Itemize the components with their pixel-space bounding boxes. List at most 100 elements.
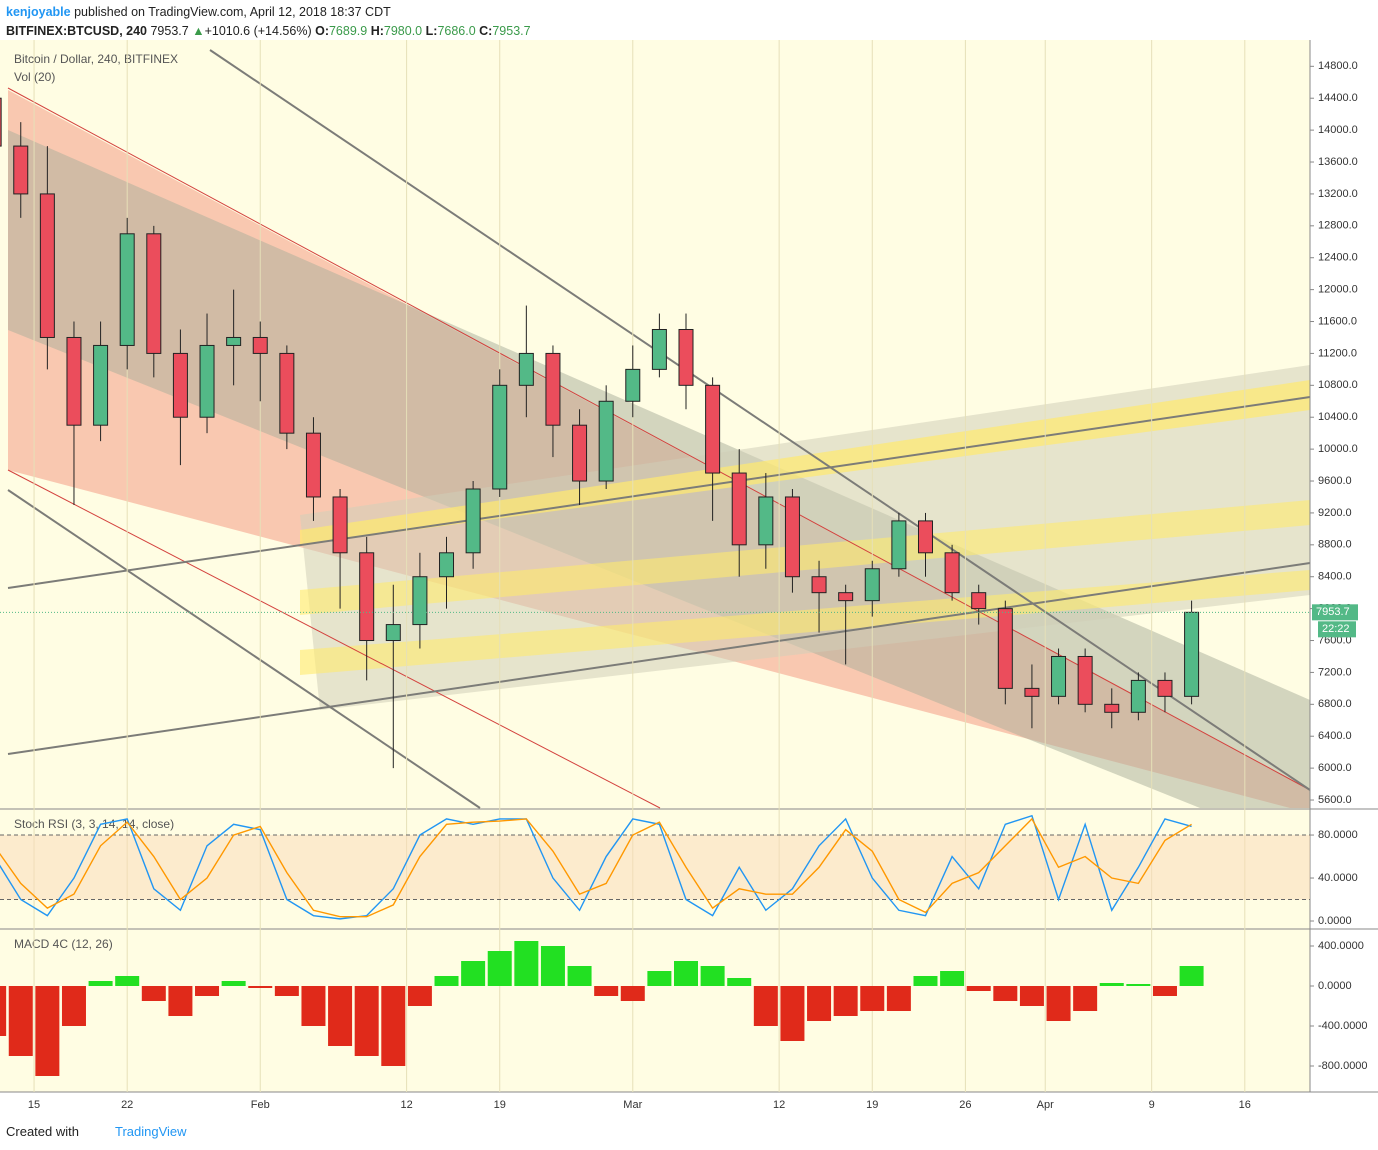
price-box: [1312, 604, 1358, 621]
y-tick-label: 80.0000: [1318, 829, 1358, 841]
y-tick-label: 9200.0: [1318, 507, 1352, 519]
candle-body: [811, 576, 827, 594]
y-tick-label: 8800.0: [1318, 539, 1352, 551]
x-tick-label: 16: [1239, 1099, 1251, 1111]
y-tick-label: 7200.0: [1318, 666, 1352, 678]
pane-title: MACD 4C (12, 26): [14, 937, 113, 951]
candle-body: [439, 552, 455, 578]
macd-bar: [221, 981, 246, 986]
x-tick-label: Mar: [623, 1099, 642, 1111]
y-tick-label: 40.0000: [1318, 872, 1358, 884]
y-tick-label: 0.0000: [1318, 980, 1352, 992]
x-tick-label: 9: [1149, 1099, 1155, 1111]
y-tick-label: 10000.0: [1318, 443, 1358, 455]
x-tick-label: 12: [400, 1099, 412, 1111]
macd-bar: [940, 971, 965, 986]
price-label: 7953.7: [1316, 606, 1350, 618]
low: 7686.0: [437, 24, 476, 38]
candle-body: [199, 344, 215, 418]
macd-bar: [1073, 986, 1098, 1011]
y-tick-label: 14400.0: [1318, 92, 1358, 104]
o-label: O:: [315, 24, 329, 38]
candle-body: [1077, 655, 1093, 705]
brand[interactable]: TradingView: [114, 1124, 187, 1139]
candle-body: [279, 352, 295, 434]
candle-body: [838, 592, 854, 602]
yellow-band: [300, 570, 1310, 675]
candle-body: [1130, 679, 1146, 713]
y-tick-label: 6800.0: [1318, 698, 1352, 710]
y-tick-label: 12800.0: [1318, 220, 1358, 232]
macd-bar: [620, 986, 645, 1001]
high: 7980.0: [383, 24, 423, 38]
y-tick-label: 6400.0: [1318, 730, 1352, 742]
candle-body: [0, 97, 2, 147]
candle-body: [572, 424, 588, 482]
y-tick-label: -800.0000: [1318, 1060, 1368, 1072]
candle-body: [864, 568, 880, 602]
macd-bar: [328, 986, 353, 1046]
candle-body: [13, 145, 29, 195]
macd-bar: [274, 986, 299, 996]
yellow-band: [300, 500, 1310, 615]
macd-bar: [195, 986, 220, 996]
y-tick-label: 400.0000: [1318, 940, 1364, 952]
candle-body: [1184, 611, 1200, 697]
macd-bar: [61, 986, 86, 1026]
red-line: [7, 87, 1311, 791]
candle-body: [705, 384, 721, 474]
x-tick-label: 26: [959, 1099, 971, 1111]
macd-bar: [1126, 984, 1151, 986]
candle-body: [1157, 679, 1173, 697]
macd-bar: [1099, 983, 1124, 986]
macd-bar: [354, 986, 379, 1056]
pane-title: Stoch RSI (3, 3, 14, 14, close): [14, 817, 174, 831]
y-tick-label: -400.0000: [1318, 1020, 1368, 1032]
macd-bar: [886, 986, 911, 1011]
y-tick-label: 11200.0: [1318, 347, 1357, 359]
candle-body: [39, 193, 55, 338]
macd-bar: [514, 941, 539, 986]
red-line: [7, 469, 661, 809]
macd-bar: [88, 981, 113, 986]
macd-bar: [461, 961, 486, 986]
macd-bar: [434, 976, 459, 986]
macd-bar: [1019, 986, 1044, 1006]
grey-up-channel: [300, 365, 1310, 710]
y-tick-label: 12000.0: [1318, 284, 1358, 296]
y-tick-label: 10400.0: [1318, 411, 1358, 423]
candle-body: [252, 336, 268, 354]
grey-channel: [8, 130, 1310, 808]
macd-bar: [35, 986, 60, 1076]
candle-body: [518, 352, 534, 386]
x-tick-label: Apr: [1037, 1099, 1054, 1111]
candle-body: [997, 608, 1013, 689]
macd-bar: [248, 986, 273, 988]
macd-bar: [807, 986, 832, 1021]
level-band: [0, 835, 1310, 900]
change: +1010.6 (+14.56%): [204, 24, 312, 38]
y-tick-label: 14800.0: [1318, 60, 1358, 72]
candle-body: [545, 352, 561, 426]
author[interactable]: kenjoyable: [6, 5, 71, 19]
macd-bar: [833, 986, 858, 1016]
stoch-line: [0, 814, 1192, 920]
y-tick-label: 9600.0: [1318, 475, 1352, 487]
x-tick-label: 19: [494, 1099, 506, 1111]
last: 7953.7: [150, 24, 189, 38]
macd-bar: [993, 986, 1018, 1001]
macd-bar: [567, 966, 592, 986]
candle-body: [758, 496, 774, 546]
candle-body: [731, 472, 747, 546]
candle-body: [944, 552, 960, 594]
y-tick-label: 8400.0: [1318, 571, 1352, 583]
grey-line: [209, 49, 1311, 791]
time-box: [1318, 621, 1356, 638]
candle-body: [385, 624, 401, 642]
candle-body: [598, 400, 614, 482]
pane-title: Bitcoin / Dollar, 240, BITFINEX: [14, 52, 178, 66]
macd-bar: [753, 986, 778, 1026]
drawings: [7, 49, 1311, 809]
x-tick-label: 19: [866, 1099, 878, 1111]
